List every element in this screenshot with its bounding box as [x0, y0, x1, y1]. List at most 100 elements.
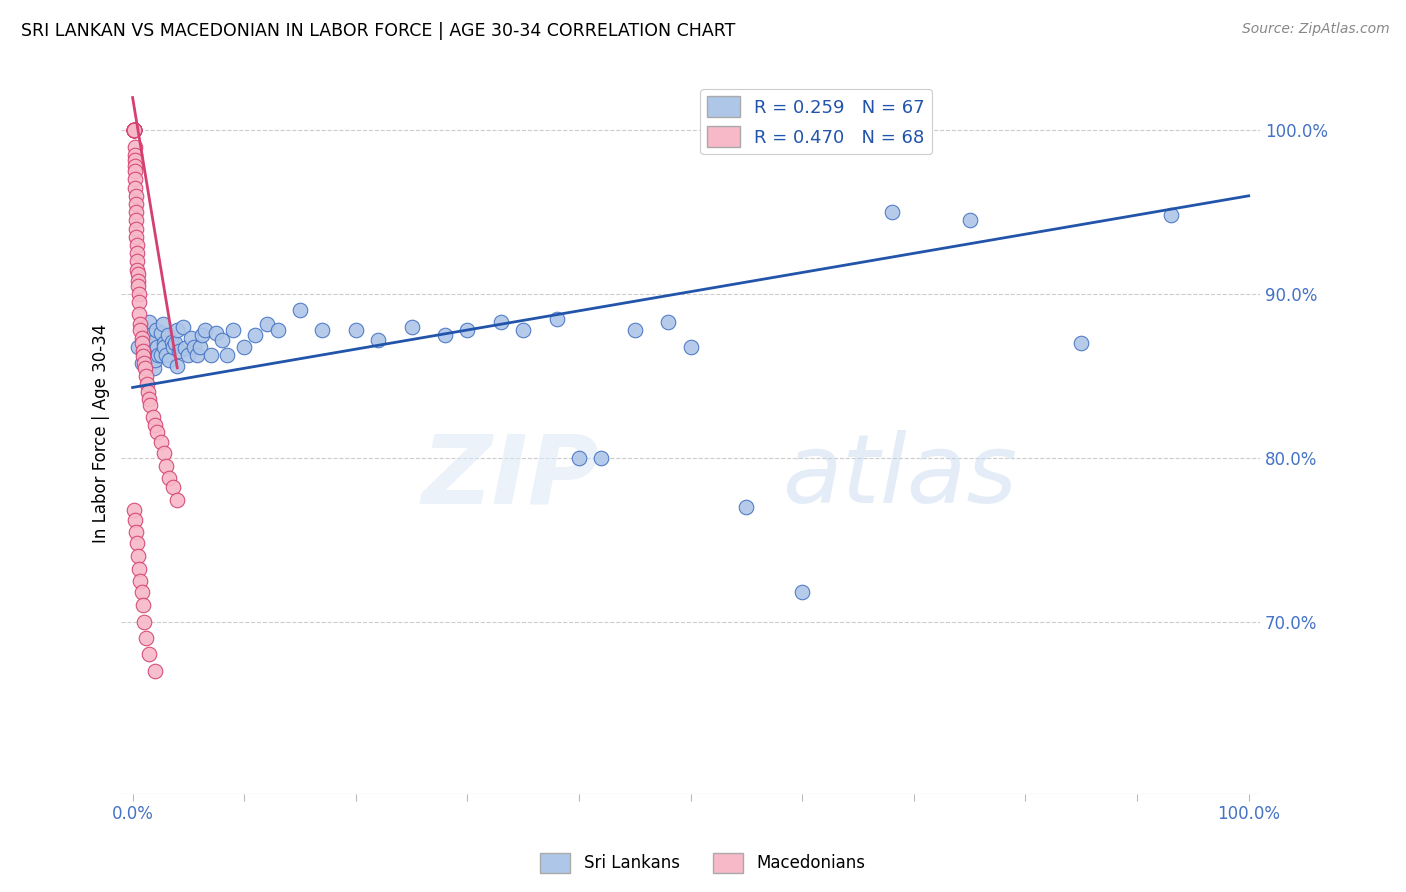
- Point: [288, 303, 311, 318]
- Point: [344, 323, 367, 337]
- Point: [124, 180, 146, 194]
- Point: [129, 323, 152, 337]
- Point: [1070, 336, 1092, 351]
- Point: [136, 344, 159, 359]
- Point: [222, 323, 245, 337]
- Point: [125, 262, 148, 277]
- Point: [131, 599, 153, 613]
- Point: [153, 339, 176, 353]
- Point: [122, 123, 145, 137]
- Point: [792, 585, 814, 599]
- Point: [131, 344, 153, 359]
- Point: [143, 352, 166, 367]
- Text: SRI LANKAN VS MACEDONIAN IN LABOR FORCE | AGE 30-34 CORRELATION CHART: SRI LANKAN VS MACEDONIAN IN LABOR FORCE …: [21, 22, 735, 40]
- Point: [131, 585, 153, 599]
- Point: [127, 268, 149, 282]
- Point: [160, 334, 183, 349]
- Point: [131, 356, 153, 370]
- Point: [217, 348, 239, 362]
- Point: [177, 348, 200, 362]
- Point: [546, 311, 568, 326]
- Point: [128, 307, 150, 321]
- Point: [142, 334, 165, 349]
- Point: [211, 333, 233, 347]
- Y-axis label: In Labor Force | Age 30-34: In Labor Force | Age 30-34: [93, 324, 110, 543]
- Point: [512, 323, 534, 337]
- Point: [311, 323, 333, 337]
- Point: [124, 159, 146, 173]
- Point: [127, 549, 149, 564]
- Point: [1160, 209, 1182, 223]
- Point: [125, 221, 148, 235]
- Point: [141, 348, 163, 362]
- Point: [149, 348, 172, 362]
- Point: [124, 164, 146, 178]
- Point: [880, 205, 903, 219]
- Point: [135, 369, 157, 384]
- Point: [124, 513, 146, 527]
- Point: [132, 615, 155, 629]
- Point: [134, 360, 156, 375]
- Point: [128, 295, 150, 310]
- Point: [129, 574, 152, 588]
- Point: [127, 279, 149, 293]
- Point: [122, 123, 145, 137]
- Point: [401, 319, 423, 334]
- Point: [169, 344, 191, 359]
- Point: [146, 425, 169, 439]
- Point: [136, 377, 159, 392]
- Point: [122, 123, 145, 137]
- Point: [166, 493, 188, 508]
- Point: [131, 336, 153, 351]
- Text: ZIP: ZIP: [422, 430, 599, 523]
- Point: [159, 470, 181, 484]
- Point: [163, 336, 186, 351]
- Point: [162, 480, 184, 494]
- Point: [122, 123, 145, 137]
- Point: [125, 229, 148, 244]
- Point: [155, 459, 177, 474]
- Point: [132, 356, 155, 370]
- Point: [122, 503, 145, 517]
- Point: [124, 148, 146, 162]
- Text: Source: ZipAtlas.com: Source: ZipAtlas.com: [1241, 22, 1389, 37]
- Legend: Sri Lankans, Macedonians: Sri Lankans, Macedonians: [534, 847, 872, 880]
- Point: [191, 328, 214, 343]
- Point: [125, 213, 148, 227]
- Point: [139, 328, 162, 343]
- Point: [136, 385, 159, 400]
- Point: [128, 287, 150, 301]
- Point: [172, 319, 194, 334]
- Point: [125, 246, 148, 260]
- Point: [162, 339, 184, 353]
- Point: [679, 339, 702, 353]
- Point: [159, 352, 181, 367]
- Point: [188, 339, 211, 353]
- Point: [135, 333, 157, 347]
- Point: [180, 331, 202, 345]
- Point: [256, 317, 278, 331]
- Point: [142, 409, 165, 424]
- Point: [166, 323, 188, 337]
- Point: [124, 139, 146, 153]
- Point: [145, 323, 167, 337]
- Point: [132, 328, 155, 343]
- Point: [245, 328, 267, 343]
- Point: [152, 317, 174, 331]
- Text: atlas: atlas: [782, 430, 1017, 523]
- Point: [149, 434, 172, 449]
- Point: [153, 336, 176, 351]
- Point: [624, 323, 647, 337]
- Point: [122, 123, 145, 137]
- Point: [183, 339, 205, 353]
- Point: [124, 153, 146, 167]
- Point: [143, 418, 166, 433]
- Point: [153, 446, 176, 460]
- Point: [135, 631, 157, 645]
- Point: [186, 348, 208, 362]
- Point: [166, 359, 188, 374]
- Point: [205, 326, 228, 341]
- Point: [267, 323, 290, 337]
- Point: [125, 536, 148, 550]
- Point: [128, 562, 150, 576]
